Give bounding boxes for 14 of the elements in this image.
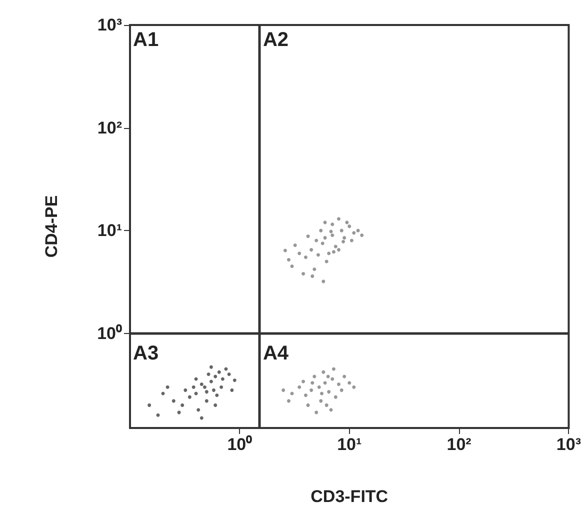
x-axis-title: CD3-FITC — [310, 487, 388, 506]
y-tick-label: 10² — [97, 118, 122, 138]
annotation: A3 — [133, 342, 159, 364]
y-tick-label: 10⁰ — [97, 324, 122, 343]
y-tick-label: 10¹ — [97, 221, 122, 240]
x-tick-label: 10⁰ — [227, 435, 252, 454]
x-tick-label: 10³ — [556, 435, 582, 454]
x-tick-label: 10² — [446, 435, 472, 454]
annotation: A2 — [262, 29, 289, 51]
annotation: A4 — [262, 342, 290, 364]
y-tick-label: 10³ — [97, 16, 122, 34]
x-tick-label: 10¹ — [337, 435, 362, 454]
y-axis-title: CD4-PE — [42, 195, 61, 258]
annotation: A1 — [133, 29, 159, 51]
